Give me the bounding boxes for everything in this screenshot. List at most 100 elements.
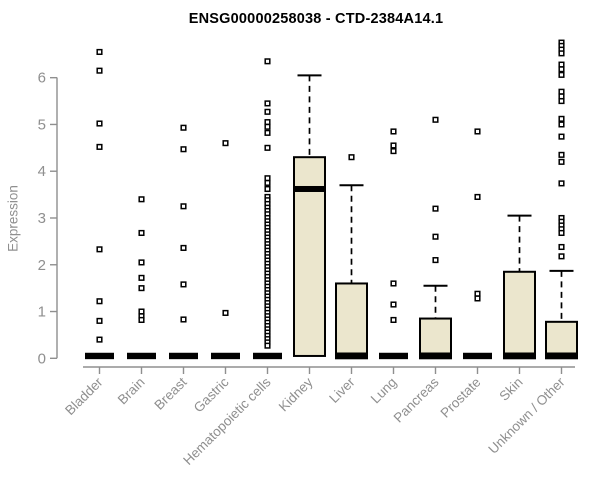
outlier-point [96, 298, 103, 305]
outlier-point [138, 196, 145, 203]
outlier-point [264, 129, 271, 136]
outlier-point [474, 128, 481, 135]
x-tick-label: Pancreas [391, 374, 442, 425]
outlier-point [180, 316, 187, 323]
collapsed-box-9 [463, 352, 492, 360]
x-tick-label: Brain [115, 375, 148, 408]
median-line [504, 352, 535, 359]
outlier-point [138, 316, 145, 323]
outlier-point [264, 123, 271, 130]
x-tick-label: Gastric [191, 374, 232, 415]
collapsed-box-3 [211, 352, 240, 360]
y-tick-label: 1 [38, 304, 46, 321]
outlier-point [432, 257, 439, 264]
outlier-point [558, 151, 565, 158]
outlier-point [264, 108, 271, 115]
outlier-point [390, 280, 397, 287]
median-line [336, 352, 367, 359]
y-tick-label: 2 [38, 257, 46, 274]
outlier-point [222, 140, 229, 147]
outlier-point [180, 244, 187, 251]
y-tick-label: 5 [38, 116, 46, 133]
y-tick-label: 0 [38, 350, 46, 367]
outlier-point [558, 180, 565, 187]
median-line [420, 352, 451, 359]
outlier-point [264, 144, 271, 151]
outlier-point [390, 301, 397, 308]
outlier-point [96, 317, 103, 324]
outlier-point [138, 274, 145, 281]
outlier-point [264, 100, 271, 107]
collapsed-box-1 [127, 352, 156, 360]
outlier-point [264, 342, 271, 349]
median-line [294, 185, 325, 192]
outlier-point [138, 259, 145, 266]
outlier-point [264, 185, 271, 193]
y-tick-label: 3 [38, 210, 46, 227]
x-tick-label: Liver [326, 374, 358, 406]
outlier-point [180, 124, 187, 131]
outlier-point [390, 128, 397, 135]
outlier-point [180, 146, 187, 153]
outlier-point [390, 148, 397, 155]
outlier-point [432, 233, 439, 240]
collapsed-box-4 [253, 352, 282, 360]
outlier-point [558, 88, 565, 95]
outlier-point [264, 119, 271, 126]
outlier-point [96, 246, 103, 253]
outlier-point [558, 66, 565, 73]
outlier-point [558, 243, 565, 251]
y-tick-label: 4 [38, 163, 46, 180]
outlier-point [432, 116, 439, 123]
outlier-point [96, 143, 103, 150]
outlier-point [390, 142, 397, 149]
x-tick-label: Skin [496, 375, 525, 404]
outlier-point [558, 121, 565, 128]
y-tick-label: 6 [38, 70, 46, 87]
collapsed-box-7 [379, 352, 408, 360]
median-line [546, 352, 577, 359]
outlier-point [558, 93, 565, 100]
outlier-point [558, 50, 565, 57]
x-tick-label: Lung [368, 375, 400, 407]
outlier-point [558, 98, 565, 105]
x-tick-label: Unknown / Other [485, 374, 568, 457]
outlier-point [558, 61, 565, 68]
x-tick-label: Bladder [62, 374, 106, 418]
outlier-point [96, 67, 103, 74]
outlier-point [180, 281, 187, 288]
x-tick-label: Prostate [437, 375, 483, 421]
outlier-point [138, 308, 145, 315]
outlier-point [138, 285, 145, 292]
outlier-point [96, 336, 103, 343]
outlier-point [348, 154, 355, 161]
outlier-point [558, 133, 565, 140]
outlier-point [180, 203, 187, 210]
box-10 [503, 270, 536, 360]
outlier-point [222, 309, 229, 316]
outlier-point [264, 58, 271, 65]
box-6 [335, 282, 368, 360]
box-8 [419, 317, 452, 360]
outlier-point [138, 229, 145, 237]
x-tick-label: Kidney [276, 374, 316, 414]
outlier-point [390, 316, 397, 323]
collapsed-box-0 [85, 352, 114, 360]
outlier-point [558, 158, 565, 165]
outlier-point [96, 120, 103, 127]
outlier-point [474, 290, 481, 297]
outlier-point [558, 71, 565, 78]
outlier-point [558, 253, 565, 260]
outlier-point [264, 179, 271, 186]
outlier-point [558, 115, 565, 122]
chart-title: ENSG00000258038 - CTD-2384A14.1 [188, 11, 444, 27]
outlier-point [96, 48, 103, 56]
outlier-point [474, 295, 481, 302]
outlier-point [432, 205, 439, 212]
x-tick-label: Breast [151, 374, 189, 412]
outlier-point [558, 229, 565, 237]
collapsed-box-2 [169, 352, 198, 360]
outlier-point [264, 175, 271, 182]
